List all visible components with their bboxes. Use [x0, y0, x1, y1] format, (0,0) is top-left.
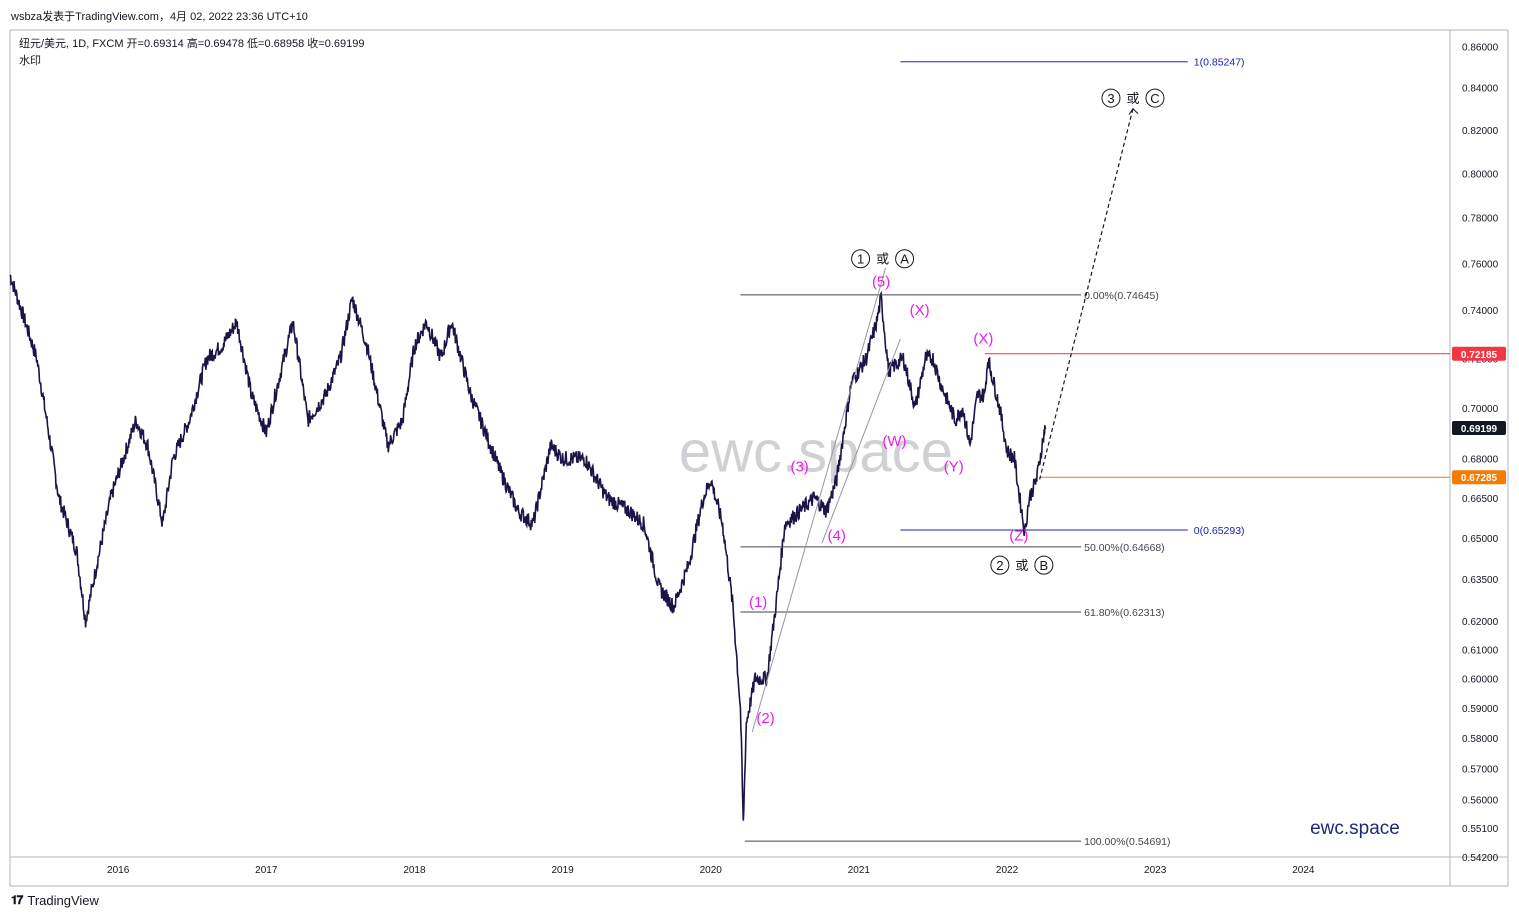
y-tick-label: 0.57000: [1462, 765, 1499, 776]
x-tick-label: 2022: [996, 865, 1019, 876]
circle-label-connector: 或: [876, 252, 889, 267]
y-tick-label: 0.61000: [1462, 645, 1499, 656]
circle-label-text: 1: [857, 252, 864, 267]
y-tick-label: 0.70000: [1462, 404, 1499, 415]
circle-label-marker: [1145, 88, 1165, 108]
y-tick-label: 0.65000: [1462, 534, 1499, 545]
x-tick-label: 2024: [1292, 865, 1315, 876]
chart-border: [9, 29, 1509, 887]
circle-label-text: B: [1040, 558, 1049, 573]
symbol-info: 纽元/美元, 1D, FXCM 开=0.69314 高=0.69478 低=0.…: [19, 38, 365, 50]
circle-label-marker: [895, 249, 915, 269]
watermark-label: 水印: [19, 55, 41, 67]
price-tag: [1452, 470, 1506, 485]
projection-arrow: [1039, 108, 1134, 480]
circle-label-marker: [1034, 555, 1054, 575]
channel-line: [751, 267, 887, 733]
fib-extension-label: 0(0.65293): [1194, 525, 1245, 537]
tradingview-logo[interactable]: 𝟏𝟕 TradingView: [11, 893, 99, 908]
x-tick-label: 2018: [403, 865, 426, 876]
y-tick-label: 0.63500: [1462, 575, 1499, 586]
y-tick-label: 0.62000: [1462, 617, 1499, 628]
x-tick-label: 2019: [551, 865, 574, 876]
y-tick-label: 0.86000: [1462, 42, 1499, 53]
x-tick-label: 2017: [255, 865, 278, 876]
y-tick-label: 0.60000: [1462, 674, 1499, 685]
circle-label-connector: 或: [1126, 91, 1139, 106]
y-tick-label: 0.76000: [1462, 259, 1499, 270]
y-tick-label: 0.74000: [1462, 306, 1499, 317]
tradingview-logo-icon: 𝟏𝟕: [11, 893, 23, 907]
circle-label-connector: 或: [1015, 558, 1028, 573]
y-tick-label: 0.68000: [1462, 455, 1499, 466]
wave-label: (5): [872, 274, 890, 291]
wave-label: (Z): [1009, 528, 1028, 545]
wave-label: (Y): [944, 459, 964, 476]
circle-label-text: 3: [1107, 91, 1114, 106]
price-tag-label: 0.69199: [1461, 424, 1498, 435]
fib-retracement-label: 0.00%(0.74645): [1084, 290, 1159, 302]
circle-label-text: C: [1150, 91, 1159, 106]
y-tick-label: 0.78000: [1462, 214, 1499, 225]
wave-label: (1): [749, 594, 767, 611]
circle-label-marker: [1101, 88, 1121, 108]
y-tick-label: 0.55100: [1462, 824, 1499, 835]
y-tick-label: 0.82000: [1462, 126, 1499, 137]
channel-line: [821, 338, 901, 544]
publisher-line: wsbza发表于TradingView.com，4月 02, 2022 23:3…: [11, 11, 308, 23]
circle-label-marker: [851, 249, 871, 269]
watermark-text: ewc.space: [679, 420, 953, 485]
wave-label: (W): [882, 433, 906, 450]
y-tick-label: 0.56000: [1462, 796, 1499, 807]
wave-label: (3): [790, 459, 808, 476]
y-tick-label: 0.66500: [1462, 494, 1499, 505]
wave-label: (4): [827, 528, 845, 545]
circle-label-text: 2: [996, 558, 1003, 573]
tradingview-logo-text: TradingView: [27, 893, 99, 908]
price-tag-label: 0.67285: [1461, 473, 1498, 484]
price-tag-label: 0.72185: [1461, 350, 1498, 361]
y-tick-label: 0.80000: [1462, 169, 1499, 180]
y-tick-label: 0.58000: [1462, 734, 1499, 745]
projection-arrowhead: [1128, 107, 1139, 115]
wave-label: (X): [910, 302, 930, 319]
wave-label: (2): [756, 710, 774, 727]
wave-label: (X): [973, 331, 993, 348]
price-tag: [1452, 420, 1506, 435]
price-tag: [1452, 346, 1506, 361]
fib-retracement-label: 100.00%(0.54691): [1084, 836, 1170, 848]
x-tick-label: 2016: [107, 865, 130, 876]
x-tick-label: 2023: [1144, 865, 1167, 876]
y-tick-label: 0.59000: [1462, 704, 1499, 715]
x-tick-label: 2021: [848, 865, 871, 876]
circle-label-marker: [990, 555, 1010, 575]
brand-text: ewc.space: [1310, 818, 1400, 839]
x-tick-label: 2020: [700, 865, 723, 876]
fib-retracement-label: 61.80%(0.62313): [1084, 607, 1165, 619]
price-series: [9, 274, 1047, 821]
circle-label-text: A: [900, 252, 909, 267]
fib-extension-label: 1(0.85247): [1194, 57, 1245, 69]
y-tick-label: 0.84000: [1462, 84, 1499, 95]
y-tick-label: 0.54200: [1462, 853, 1499, 864]
fib-retracement-label: 50.00%(0.64668): [1084, 542, 1165, 554]
